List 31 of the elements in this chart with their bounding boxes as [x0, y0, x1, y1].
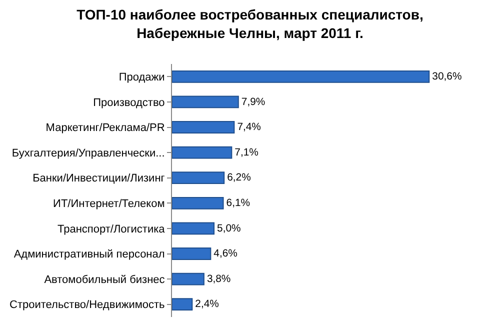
y-tick-label: Производство — [93, 96, 165, 109]
bar — [172, 172, 225, 184]
y-tick-label: Продажи — [118, 72, 165, 84]
y-tick-label: Строительство/Недвижимость — [10, 299, 166, 312]
y-tick-label: Банки/Инвестиции/Лизинг — [32, 172, 165, 185]
data-label: 6,2% — [227, 172, 251, 184]
y-tick-label: Транспорт/Логистика — [57, 223, 166, 236]
bar — [172, 272, 204, 286]
data-label: 7,4% — [237, 122, 261, 134]
bar — [172, 298, 193, 311]
data-label: 2,4% — [195, 299, 219, 310]
y-tick-label: Административный персонал — [14, 248, 165, 261]
data-label: 3,8% — [206, 274, 231, 285]
data-label: 7,1% — [234, 147, 258, 158]
chart-title: ТОП-10 наиболее востребованных специалистов, Набережные Челны, март 2011 г. — [76, 6, 424, 41]
data-label: 6,1% — [226, 198, 250, 209]
y-tick-label: ИТ/Интернет/Телеком — [53, 198, 165, 210]
data-label: 30,6% — [432, 71, 462, 82]
data-label: 4,6% — [214, 248, 238, 260]
bar — [172, 146, 232, 159]
y-tick-label: Маркетинг/Реклама/PR — [46, 122, 165, 134]
bar — [172, 248, 212, 260]
data-label: 5,0% — [217, 223, 241, 234]
bar — [172, 196, 224, 210]
bar — [172, 121, 235, 134]
data-label: 7,9% — [241, 96, 266, 108]
y-tick-label: Автомобильный бизнес — [44, 274, 166, 286]
y-tick-label: Бухгалтерия/Управленчески... — [12, 147, 165, 160]
bar — [172, 222, 215, 235]
bar — [172, 70, 430, 83]
bar — [172, 96, 239, 108]
